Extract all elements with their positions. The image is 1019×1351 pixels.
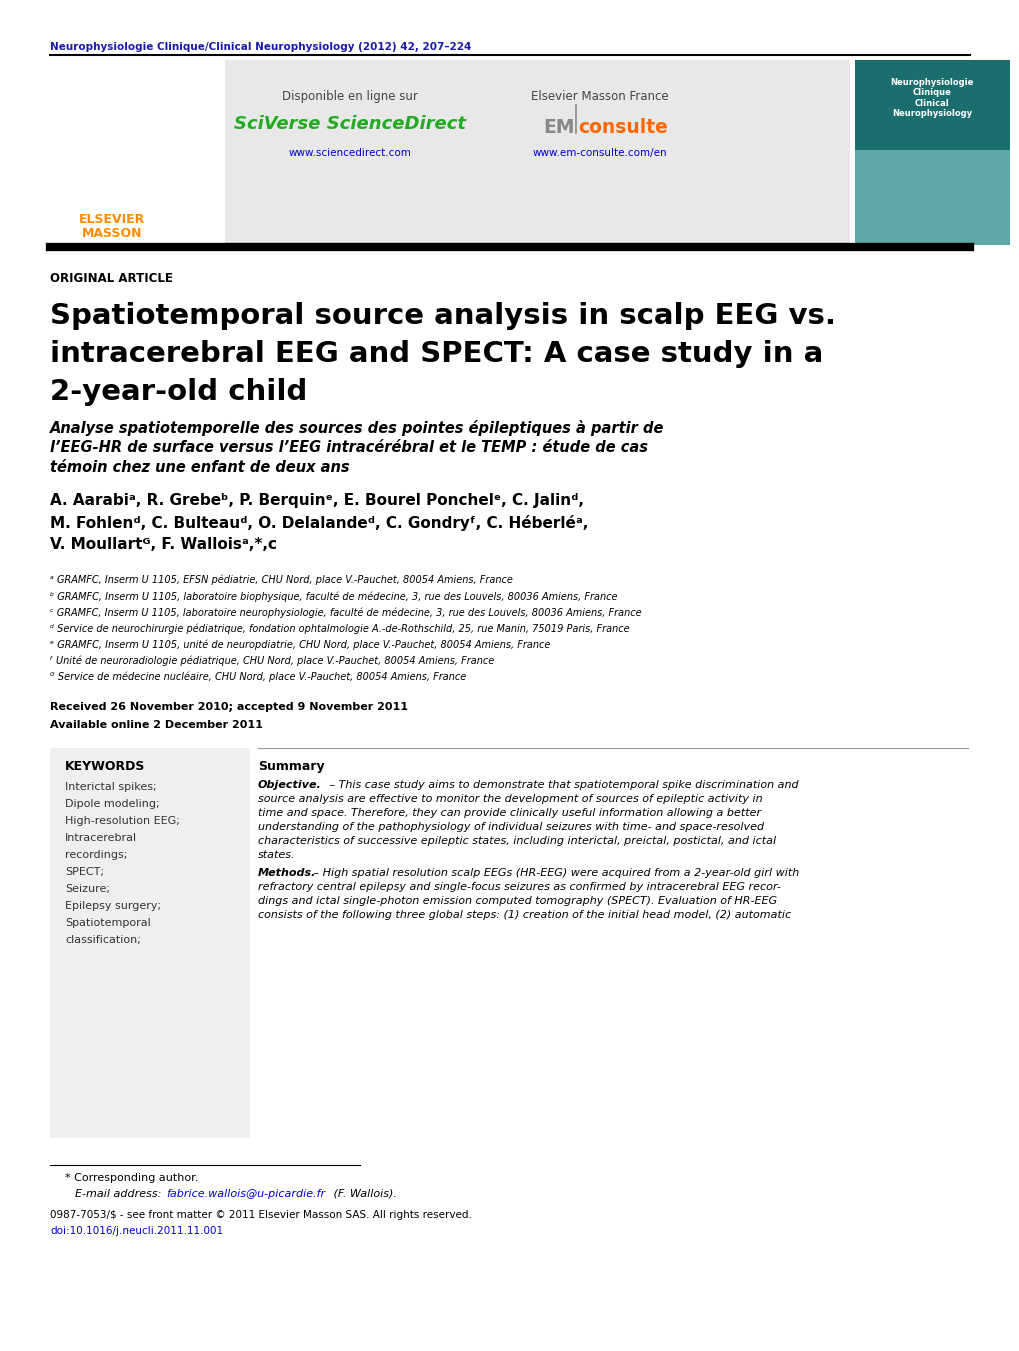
Text: Objective.: Objective.	[258, 780, 321, 790]
Text: ᶜ GRAMFC, Inserm U 1105, laboratoire neurophysiologie, faculté de médecine, 3, r: ᶜ GRAMFC, Inserm U 1105, laboratoire neu…	[50, 607, 641, 617]
Text: source analysis are effective to monitor the development of sources of epileptic: source analysis are effective to monitor…	[258, 794, 762, 804]
Text: Available online 2 December 2011: Available online 2 December 2011	[50, 720, 263, 730]
Text: fabrice.wallois@u-picardie.fr: fabrice.wallois@u-picardie.fr	[166, 1189, 325, 1198]
Text: SciVerse ScienceDirect: SciVerse ScienceDirect	[233, 115, 466, 132]
Text: E-mail address:: E-mail address:	[75, 1189, 165, 1198]
Text: ᵇ GRAMFC, Inserm U 1105, laboratoire biophysique, faculté de médecine, 3, rue de: ᵇ GRAMFC, Inserm U 1105, laboratoire bio…	[50, 590, 616, 601]
Text: ᵉ GRAMFC, Inserm U 1105, unité de neuropdiatrie, CHU Nord, place V.-Pauchet, 800: ᵉ GRAMFC, Inserm U 1105, unité de neurop…	[50, 639, 550, 650]
Text: recordings;: recordings;	[65, 850, 127, 861]
Text: Seizure;: Seizure;	[65, 884, 110, 894]
Text: témoin chez une enfant de deux ans: témoin chez une enfant de deux ans	[50, 459, 350, 476]
Text: Summary: Summary	[258, 761, 324, 773]
Text: 0987-7053/$ - see front matter © 2011 Elsevier Masson SAS. All rights reserved.: 0987-7053/$ - see front matter © 2011 El…	[50, 1210, 472, 1220]
Text: consists of the following three global steps: (1) creation of the initial head m: consists of the following three global s…	[258, 911, 791, 920]
Text: Neurophysiologie
Clinique
Clinical
Neurophysiology: Neurophysiologie Clinique Clinical Neuro…	[890, 78, 973, 118]
Text: Received 26 November 2010; accepted 9 November 2011: Received 26 November 2010; accepted 9 No…	[50, 703, 408, 712]
Text: states.: states.	[258, 850, 296, 861]
Text: Spatiotemporal: Spatiotemporal	[65, 917, 151, 928]
Text: understanding of the pathophysiology of individual seizures with time- and space: understanding of the pathophysiology of …	[258, 821, 763, 832]
Text: Neurophysiologie Clinique/Clinical Neurophysiology (2012) 42, 207–224: Neurophysiologie Clinique/Clinical Neuro…	[50, 42, 471, 51]
Text: Spatiotemporal source analysis in scalp EEG vs.: Spatiotemporal source analysis in scalp …	[50, 303, 836, 330]
Text: – High spatial resolution scalp EEGs (HR-EEG) were acquired from a 2-year-old gi: – High spatial resolution scalp EEGs (HR…	[310, 867, 799, 878]
Text: 2-year-old child: 2-year-old child	[50, 378, 307, 407]
Text: l’EEG-HR de surface versus l’EEG intracérébral et le TEMP : étude de cas: l’EEG-HR de surface versus l’EEG intracé…	[50, 440, 647, 455]
Text: V. Moullartᴳ, F. Walloisᵃ,*,c: V. Moullartᴳ, F. Walloisᵃ,*,c	[50, 536, 277, 553]
Text: ELSEVIER: ELSEVIER	[78, 213, 145, 226]
Text: Analyse spatiotemporelle des sources des pointes épileptiques à partir de: Analyse spatiotemporelle des sources des…	[50, 420, 663, 436]
Text: High-resolution EEG;: High-resolution EEG;	[65, 816, 179, 825]
Text: characteristics of successive epileptic states, including interictal, preictal, : characteristics of successive epileptic …	[258, 836, 775, 846]
Ellipse shape	[103, 155, 131, 188]
Text: – This case study aims to demonstrate that spatiotemporal spike discrimination a: – This case study aims to demonstrate th…	[326, 780, 798, 790]
Text: classification;: classification;	[65, 935, 141, 944]
Text: KEYWORDS: KEYWORDS	[65, 761, 146, 773]
Text: Epilepsy surgery;: Epilepsy surgery;	[65, 901, 161, 911]
Text: ᶠ Unité de neuroradiologie pédiatrique, CHU Nord, place V.-Pauchet, 80054 Amiens: ᶠ Unité de neuroradiologie pédiatrique, …	[50, 655, 494, 666]
Text: Disponible en ligne sur: Disponible en ligne sur	[282, 91, 418, 103]
Text: (F. Wallois).: (F. Wallois).	[330, 1189, 396, 1198]
Text: consulte: consulte	[578, 118, 667, 136]
Text: M. Fohlenᵈ, C. Bulteauᵈ, O. Delalandeᵈ, C. Gondryᶠ, C. Héberléᵃ,: M. Fohlenᵈ, C. Bulteauᵈ, O. Delalandeᵈ, …	[50, 515, 588, 531]
Text: ᵃ GRAMFC, Inserm U 1105, EFSN pédiatrie, CHU Nord, place V.-Pauchet, 80054 Amien: ᵃ GRAMFC, Inserm U 1105, EFSN pédiatrie,…	[50, 576, 513, 585]
Text: MASSON: MASSON	[82, 227, 142, 240]
Text: Intracerebral: Intracerebral	[65, 834, 137, 843]
Text: Dipole modeling;: Dipole modeling;	[65, 798, 159, 809]
Text: ᴳ Service de médecine nucléaire, CHU Nord, place V.-Pauchet, 80054 Amiens, Franc: ᴳ Service de médecine nucléaire, CHU Nor…	[50, 671, 466, 681]
Text: doi:10.1016/j.neucli.2011.11.001: doi:10.1016/j.neucli.2011.11.001	[50, 1225, 223, 1236]
Text: www.em-consulte.com/en: www.em-consulte.com/en	[532, 149, 666, 158]
Text: ᵈ Service de neurochirurgie pédiatrique, fondation ophtalmologie A.-de-Rothschil: ᵈ Service de neurochirurgie pédiatrique,…	[50, 623, 629, 634]
Ellipse shape	[77, 103, 158, 201]
Text: SPECT;: SPECT;	[65, 867, 104, 877]
Text: intracerebral EEG and SPECT: A case study in a: intracerebral EEG and SPECT: A case stud…	[50, 340, 822, 367]
Text: EM: EM	[543, 118, 575, 136]
Text: Interictal spikes;: Interictal spikes;	[65, 782, 157, 792]
Text: www.sciencedirect.com: www.sciencedirect.com	[288, 149, 411, 158]
Text: ORIGINAL ARTICLE: ORIGINAL ARTICLE	[50, 272, 172, 285]
Text: * Corresponding author.: * Corresponding author.	[65, 1173, 198, 1183]
Text: time and space. Therefore, they can provide clinically useful information allowi: time and space. Therefore, they can prov…	[258, 808, 760, 817]
Text: Elsevier Masson France: Elsevier Masson France	[531, 91, 668, 103]
Text: dings and ictal single-photon emission computed tomography (SPECT). Evaluation o: dings and ictal single-photon emission c…	[258, 896, 776, 907]
Text: refractory central epilepsy and single-focus seizures as confirmed by intracereb: refractory central epilepsy and single-f…	[258, 882, 781, 892]
Text: A. Aarabiᵃ, R. Grebeᵇ, P. Berquinᵉ, E. Bourel Ponchelᵉ, C. Jalinᵈ,: A. Aarabiᵃ, R. Grebeᵇ, P. Berquinᵉ, E. B…	[50, 493, 584, 508]
Text: Methods.: Methods.	[258, 867, 316, 878]
